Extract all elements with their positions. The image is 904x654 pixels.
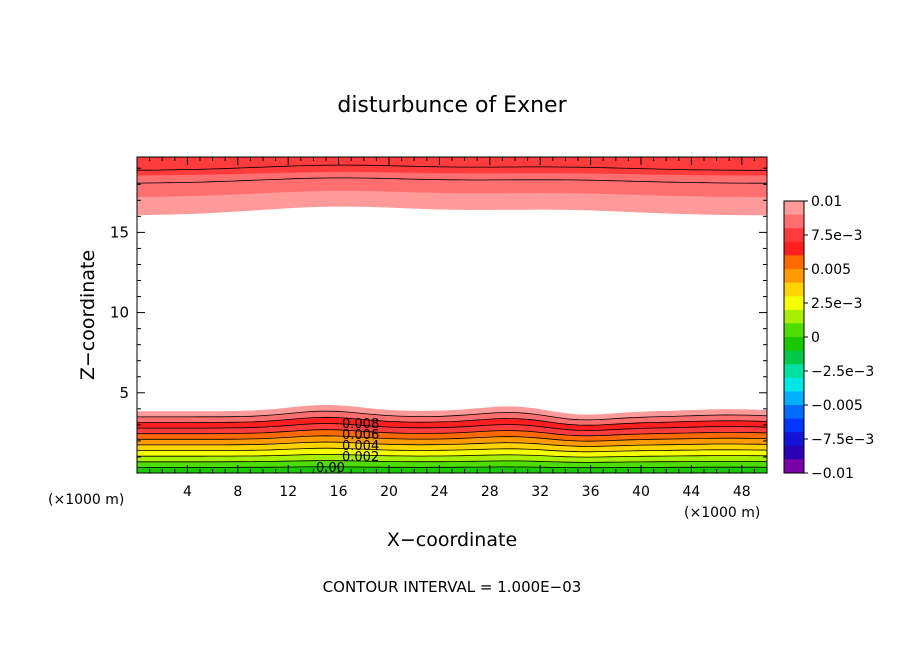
- x-axis-label: X−coordinate: [387, 529, 517, 551]
- colorbar-swatch: [784, 445, 804, 460]
- colorbar-swatch: [784, 459, 804, 474]
- colorbar-swatch: [784, 269, 804, 284]
- colorbar-label: −7.5e−3: [811, 432, 874, 448]
- contour-label: 0.008: [342, 417, 379, 432]
- x-tick-label: 20: [380, 484, 398, 500]
- colorbar-swatch: [784, 228, 804, 243]
- x-tick-label: 4: [183, 484, 192, 500]
- contour-label: 0.006: [342, 428, 379, 443]
- colorbar-swatch: [784, 391, 804, 406]
- colorbar-label: −2.5e−3: [811, 364, 874, 380]
- colorbar-swatch: [784, 296, 804, 311]
- colorbar-label: 0.01: [811, 194, 842, 210]
- colorbar-swatch: [784, 309, 804, 324]
- x-tick-label: 40: [632, 484, 650, 500]
- x-tick-label: 28: [481, 484, 499, 500]
- x-unit-left: (×1000 m): [48, 492, 124, 508]
- y-tick-label: 15: [110, 223, 129, 241]
- colorbar-label: 0.005: [811, 262, 851, 278]
- colorbar-swatch: [784, 337, 804, 352]
- x-tick-label: 32: [531, 484, 549, 500]
- x-tick-label: 48: [733, 484, 751, 500]
- contour-labels: 0.008 0.006 0.004 0.002 0.00: [316, 417, 379, 476]
- contour-line: [137, 447, 767, 453]
- contour-label: 0.00: [316, 461, 345, 476]
- y-axis-label: Z−coordinate: [77, 250, 99, 380]
- colorbar-label: −0.01: [811, 466, 854, 482]
- x-tick-label: 44: [682, 484, 700, 500]
- colorbar-swatch: [784, 282, 804, 297]
- contour-label: 0.004: [342, 439, 379, 454]
- y-tick-label: 10: [110, 304, 129, 322]
- colorbar-label: −0.005: [811, 398, 863, 414]
- colorbar-swatch: [784, 241, 804, 256]
- colorbar-swatch: [784, 323, 804, 338]
- x-tick-label: 36: [582, 484, 600, 500]
- chart-title: disturbunce of Exner: [337, 93, 567, 118]
- contour-line: [137, 460, 767, 463]
- x-tick-label: 16: [330, 484, 348, 500]
- contour-interval-note: CONTOUR INTERVAL = 1.000E−03: [323, 578, 582, 596]
- colorbar-swatch: [784, 214, 804, 229]
- x-axis-ticks: 4 8 12 16 20 24 28 32 36 40 44 48: [149, 157, 755, 500]
- contour-lines: [137, 164, 767, 469]
- x-tick-label: 8: [233, 484, 242, 500]
- x-tick-label: 24: [430, 484, 448, 500]
- colorbar-swatch: [784, 350, 804, 365]
- contour-line: [137, 416, 767, 426]
- contour-line: [137, 435, 767, 442]
- x-tick-label: 12: [279, 484, 297, 500]
- plot-area: [137, 157, 767, 473]
- contour-line: [137, 466, 767, 469]
- y-axis-ticks: 5 10 15: [110, 167, 767, 458]
- contour-line: [137, 423, 767, 431]
- y-tick-label: 5: [119, 384, 129, 402]
- contour-line: [137, 410, 767, 421]
- colorbar-swatch: [784, 405, 804, 420]
- colorbar-swatch: [784, 255, 804, 270]
- colorbar: [783, 200, 805, 474]
- colorbar-label: 0: [811, 330, 820, 346]
- colorbar-swatch: [784, 364, 804, 379]
- colorbar-swatch: [784, 418, 804, 433]
- contour-line: [137, 429, 767, 437]
- x-unit-right: (×1000 m): [684, 505, 760, 521]
- top-fill-bands: [137, 157, 767, 216]
- contour-line: [137, 177, 767, 184]
- top-band: [137, 157, 767, 176]
- colorbar-label: 2.5e−3: [811, 296, 863, 312]
- contour-line: [137, 164, 767, 171]
- colorbar-label: 7.5e−3: [811, 228, 863, 244]
- contour-line: [137, 441, 767, 447]
- contour-label: 0.002: [342, 450, 379, 465]
- colorbar-swatch: [784, 377, 804, 392]
- colorbar-labels: 0.01 7.5e−3 0.005 2.5e−3 0 −2.5e−3 −0.005 −7.5e…: [804, 194, 874, 482]
- colorbar-swatch: [784, 201, 804, 216]
- contour-line: [137, 453, 767, 458]
- colorbar-swatch: [784, 432, 804, 447]
